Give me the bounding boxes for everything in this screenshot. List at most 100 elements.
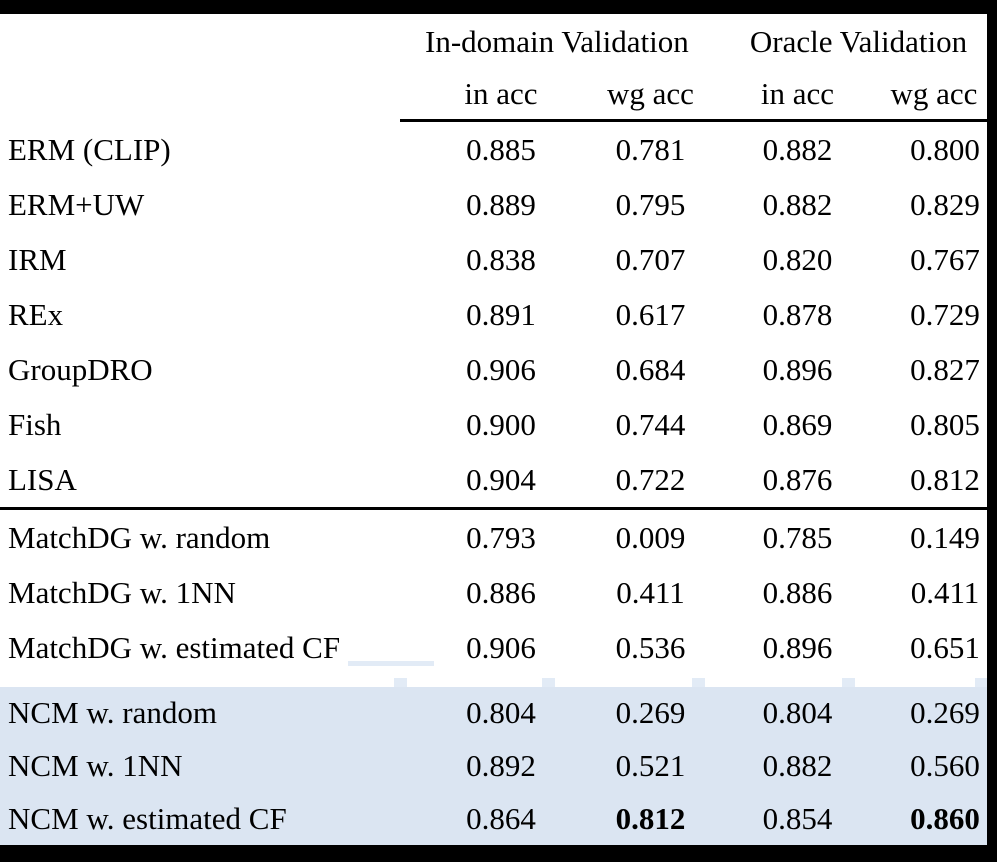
table-row-irm: IRM 0.838 0.707 0.820 0.767 bbox=[0, 232, 997, 287]
table-body: In-domain Validation Oracle Validation i… bbox=[0, 14, 997, 845]
value-cell: 0.009 bbox=[615, 519, 686, 555]
value-cell: 0.804 bbox=[466, 695, 536, 731]
value-cell-best: 0.860 bbox=[910, 800, 980, 836]
sub-header-in-acc-indomain: in acc bbox=[464, 76, 538, 111]
value-cell: 0.882 bbox=[762, 186, 833, 222]
value-cell: 0.536 bbox=[615, 629, 686, 665]
highlight-artifact-tick bbox=[842, 678, 855, 687]
table-row-rex: REx 0.891 0.617 0.878 0.729 bbox=[0, 287, 997, 342]
table-right-border bbox=[987, 0, 997, 862]
table-row-matchdg-1nn: MatchDG w. 1NN 0.886 0.411 0.886 0.411 bbox=[0, 565, 997, 620]
table-row-fish: Fish 0.900 0.744 0.869 0.805 bbox=[0, 397, 997, 452]
table-top-border bbox=[0, 0, 997, 14]
value-cell: 0.707 bbox=[615, 241, 686, 277]
row-label: NCM w. 1NN bbox=[8, 748, 183, 783]
value-cell: 0.838 bbox=[466, 241, 536, 277]
value-cell: 0.767 bbox=[910, 241, 980, 277]
value-cell: 0.889 bbox=[466, 186, 536, 222]
highlight-artifact-tick bbox=[975, 678, 988, 687]
value-cell: 0.805 bbox=[910, 406, 980, 442]
value-cell: 0.854 bbox=[762, 800, 833, 836]
value-cell: 0.827 bbox=[910, 351, 980, 387]
value-cell: 0.684 bbox=[615, 351, 686, 387]
section-ncm-highlighted: NCM w. random 0.804 0.269 0.804 0.269 NC… bbox=[0, 687, 997, 845]
value-cell: 0.882 bbox=[762, 748, 833, 783]
sub-header-row: in acc wg acc in acc wg acc bbox=[0, 69, 997, 119]
sub-header-wg-acc-indomain: wg acc bbox=[607, 76, 694, 111]
value-cell: 0.885 bbox=[466, 131, 536, 167]
group-header-row: In-domain Validation Oracle Validation bbox=[0, 14, 997, 69]
row-label: ERM+UW bbox=[8, 186, 145, 222]
highlight-artifact-tick bbox=[542, 678, 555, 687]
sub-header-wg-acc-oracle: wg acc bbox=[890, 76, 978, 111]
header-rule bbox=[400, 119, 997, 122]
value-cell: 0.891 bbox=[466, 296, 536, 332]
table-row-matchdg-estimated-cf: MatchDG w. estimated CF 0.906 0.536 0.89… bbox=[0, 620, 997, 675]
value-cell: 0.820 bbox=[762, 241, 833, 277]
group-header-indomain: In-domain Validation bbox=[425, 23, 689, 59]
value-cell: 0.886 bbox=[762, 574, 833, 610]
row-label: ERM (CLIP) bbox=[8, 131, 171, 167]
table-row-lisa: LISA 0.904 0.722 0.876 0.812 bbox=[0, 452, 997, 507]
value-cell: 0.149 bbox=[910, 519, 980, 555]
sub-header-in-acc-oracle: in acc bbox=[760, 76, 835, 111]
row-label: MatchDG w. random bbox=[8, 519, 271, 555]
value-cell: 0.411 bbox=[616, 574, 685, 610]
row-label: NCM w. random bbox=[8, 695, 217, 731]
row-label: GroupDRO bbox=[8, 351, 153, 387]
value-cell: 0.521 bbox=[615, 748, 686, 783]
highlight-artifact-tick bbox=[692, 678, 705, 687]
table-row-groupdro: GroupDRO 0.906 0.684 0.896 0.827 bbox=[0, 342, 997, 397]
value-cell: 0.411 bbox=[910, 574, 980, 610]
value-cell: 0.864 bbox=[466, 800, 536, 836]
value-cell: 0.900 bbox=[466, 406, 536, 442]
value-cell: 0.882 bbox=[762, 131, 833, 167]
section-divider-rule bbox=[0, 507, 997, 510]
value-cell: 0.744 bbox=[615, 406, 686, 442]
value-cell: 0.869 bbox=[762, 406, 833, 442]
value-cell: 0.722 bbox=[615, 461, 686, 497]
value-cell: 0.781 bbox=[615, 131, 686, 167]
value-cell-best: 0.812 bbox=[615, 800, 686, 836]
table-row-ncm-estimated-cf: NCM w. estimated CF 0.864 0.812 0.854 0.… bbox=[0, 792, 997, 845]
row-label: NCM w. estimated CF bbox=[8, 800, 287, 836]
value-cell: 0.876 bbox=[762, 461, 833, 497]
value-cell: 0.651 bbox=[910, 629, 980, 665]
value-cell: 0.878 bbox=[762, 296, 833, 332]
value-cell: 0.560 bbox=[910, 748, 980, 783]
value-cell: 0.793 bbox=[466, 519, 536, 555]
value-cell: 0.269 bbox=[910, 695, 980, 731]
row-label: MatchDG w. estimated CF bbox=[8, 629, 341, 665]
table-row-ncm-random: NCM w. random 0.804 0.269 0.804 0.269 bbox=[0, 687, 997, 740]
value-cell: 0.906 bbox=[466, 629, 536, 665]
value-cell: 0.617 bbox=[615, 296, 686, 332]
value-cell: 0.795 bbox=[615, 186, 686, 222]
table-row-erm-clip: ERM (CLIP) 0.885 0.781 0.882 0.800 bbox=[0, 122, 997, 177]
highlight-artifact-patch bbox=[348, 661, 434, 666]
section-matchdg: MatchDG w. random 0.793 0.009 0.785 0.14… bbox=[0, 510, 997, 675]
highlight-artifact-tick bbox=[394, 678, 407, 687]
highlight-artifact-strip bbox=[0, 661, 997, 687]
group-header-oracle: Oracle Validation bbox=[749, 23, 968, 59]
value-cell: 0.906 bbox=[466, 351, 536, 387]
section-baselines: ERM (CLIP) 0.885 0.781 0.882 0.800 ERM+U… bbox=[0, 122, 997, 507]
row-label: LISA bbox=[8, 461, 77, 497]
table-row-erm-uw: ERM+UW 0.889 0.795 0.882 0.829 bbox=[0, 177, 997, 232]
value-cell: 0.896 bbox=[762, 629, 833, 665]
value-cell: 0.896 bbox=[762, 351, 833, 387]
row-label: Fish bbox=[8, 406, 62, 442]
value-cell: 0.729 bbox=[910, 296, 980, 332]
value-cell: 0.785 bbox=[762, 519, 833, 555]
value-cell: 0.886 bbox=[466, 574, 536, 610]
row-label: MatchDG w. 1NN bbox=[8, 574, 236, 610]
table-bottom-border bbox=[0, 845, 997, 862]
row-label: REx bbox=[8, 296, 64, 332]
table-row-ncm-1nn: NCM w. 1NN 0.892 0.521 0.882 0.560 bbox=[0, 740, 997, 793]
value-cell: 0.800 bbox=[910, 131, 980, 167]
value-cell: 0.804 bbox=[762, 695, 833, 731]
value-cell: 0.904 bbox=[466, 461, 536, 497]
table-row-matchdg-random: MatchDG w. random 0.793 0.009 0.785 0.14… bbox=[0, 510, 997, 565]
row-label: IRM bbox=[8, 241, 67, 277]
value-cell: 0.829 bbox=[910, 186, 980, 222]
